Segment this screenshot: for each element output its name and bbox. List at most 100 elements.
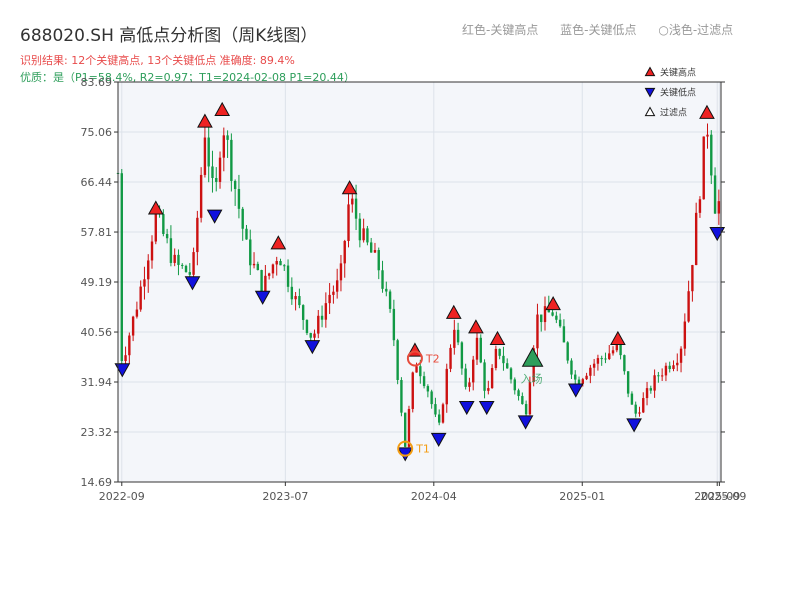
- quality-line: 优质：是（P1=58.4%, R2=0.97；T1=2024-02-08 P1=…: [20, 71, 355, 84]
- candle-body: [377, 250, 380, 271]
- candle-body: [392, 308, 396, 341]
- candle-body: [381, 270, 384, 289]
- candle-body: [521, 396, 524, 405]
- key-low-marker: [478, 400, 495, 416]
- key-low-marker: [184, 276, 201, 291]
- candle-body: [570, 360, 573, 375]
- candle-body: [619, 343, 622, 356]
- candle-body: [139, 286, 142, 310]
- candle-body: [403, 412, 407, 447]
- candle-body: [339, 263, 343, 281]
- y-tick-label: 75.06: [81, 126, 113, 139]
- candle-body: [596, 358, 600, 364]
- key-high-marker: [699, 104, 715, 119]
- candle-body: [135, 309, 139, 317]
- candle-body: [373, 250, 377, 253]
- candle-body: [498, 348, 501, 356]
- x-tick-label: 2022-09: [99, 490, 145, 503]
- candle-body: [434, 404, 437, 415]
- candle-body: [385, 288, 388, 292]
- candle-body: [286, 265, 290, 287]
- candle-body: [517, 390, 520, 397]
- y-tick-label: 31.94: [81, 376, 113, 389]
- candle-body: [698, 199, 702, 213]
- candle-body: [660, 375, 664, 377]
- key-high-marker: [489, 330, 506, 345]
- candle-body: [676, 362, 679, 366]
- candle-body: [181, 264, 184, 266]
- y-tick-label: 49.19: [81, 276, 113, 289]
- candle-body: [441, 404, 445, 423]
- candle-body: [294, 296, 297, 300]
- key-low-marker: [430, 432, 447, 447]
- candle-body: [460, 342, 464, 369]
- x-tick-label: 2025-09: [700, 490, 746, 503]
- candle-body: [358, 218, 362, 241]
- candle-body: [419, 366, 422, 377]
- key-high-marker: [445, 304, 462, 319]
- candle-body: [260, 270, 263, 295]
- candle-body: [241, 208, 244, 229]
- candle-body: [453, 329, 456, 348]
- t2-label: T2: [425, 352, 440, 365]
- candle-body: [623, 355, 626, 372]
- candle-body: [540, 314, 543, 323]
- y-tick-label: 66.44: [81, 176, 113, 189]
- legend-entry-label: 过滤点: [660, 107, 687, 119]
- key-low-marker: [304, 340, 321, 355]
- legend-filtered-marker: [644, 106, 656, 117]
- candle-body: [551, 312, 554, 316]
- candle-body: [120, 173, 123, 361]
- top-legend: 红色-关键高点 蓝色-关键低点 ○浅色-过滤点: [462, 21, 751, 38]
- candle-body: [131, 316, 135, 336]
- entry-marker: [521, 347, 544, 367]
- candle-body: [147, 260, 150, 280]
- key-high-marker: [214, 101, 231, 116]
- candle-body: [664, 365, 668, 376]
- x-tick-label: 2023-07: [262, 490, 308, 503]
- candle-body: [222, 135, 226, 158]
- candle-body: [630, 393, 634, 405]
- candle-body: [509, 368, 513, 380]
- candle-body: [267, 273, 271, 276]
- candle-body: [249, 239, 252, 266]
- candle-body: [313, 333, 316, 338]
- key-high-marker: [270, 235, 287, 250]
- candle-body: [347, 204, 350, 241]
- y-tick-label: 23.32: [81, 426, 113, 439]
- key-low-marker: [567, 383, 584, 398]
- candle-body: [524, 404, 528, 415]
- candle-body: [638, 412, 641, 414]
- legend-red-label: 红色-关键高点: [462, 23, 539, 37]
- candle-body: [328, 294, 331, 304]
- candle-body: [645, 388, 649, 399]
- candle-body: [611, 350, 615, 354]
- candle-body: [615, 343, 619, 351]
- key-low-marker: [517, 415, 534, 430]
- y-tick-label: 14.69: [81, 476, 113, 489]
- candle-body: [479, 337, 482, 363]
- candle-body: [487, 388, 490, 391]
- candle-body: [173, 254, 176, 263]
- legend-light-label: ○浅色-过滤点: [658, 23, 734, 37]
- candle-body: [592, 363, 596, 368]
- candle-body: [566, 342, 569, 361]
- t1-marker-ring: [397, 440, 414, 457]
- candle-body: [717, 201, 721, 214]
- candle-body: [283, 265, 286, 267]
- candle-body: [430, 391, 433, 405]
- candle-body: [506, 363, 509, 369]
- candle-body: [177, 254, 180, 265]
- candle-body: [426, 386, 430, 392]
- candle-body: [483, 362, 486, 391]
- key-low-marker: [206, 209, 223, 224]
- candle-body: [233, 180, 237, 190]
- candle-body: [271, 264, 275, 274]
- legend-blue-label: 蓝色-关键低点: [560, 23, 637, 37]
- candle-body: [324, 303, 328, 320]
- key-low-marker: [254, 290, 271, 305]
- recognition-result: 识别结果: 12个关键高点, 13个关键低点 准确度: 89.4%: [20, 54, 295, 67]
- candle-body: [411, 372, 414, 409]
